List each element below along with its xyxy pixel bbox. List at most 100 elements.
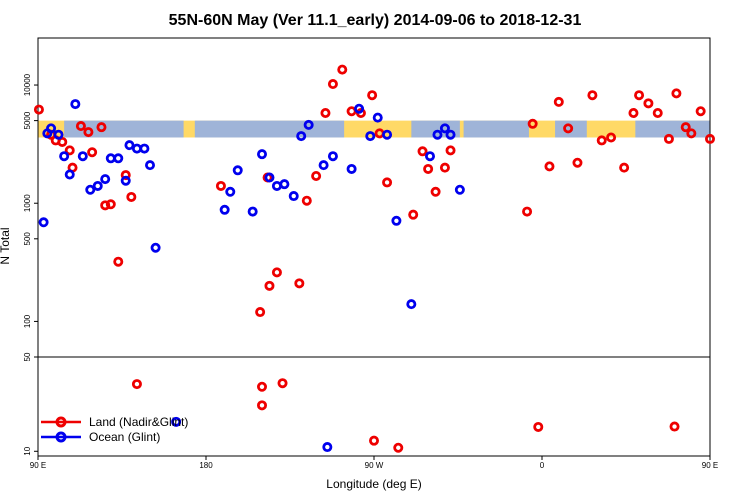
land-point: [669, 421, 680, 432]
land-point: [113, 256, 124, 267]
y-tick-label: 10: [23, 446, 32, 455]
x-tick-label: 90 W: [365, 461, 384, 470]
land-point: [256, 381, 267, 392]
land-point: [522, 206, 533, 217]
x-axis-label: Longitude (deg E): [326, 477, 421, 491]
land-point: [75, 121, 86, 132]
ocean-point: [100, 174, 111, 185]
plot-border: [37, 37, 711, 457]
y-tick-label: 5000: [23, 111, 32, 129]
ocean-point: [432, 129, 443, 140]
ocean-point: [303, 119, 314, 130]
ocean-point: [53, 129, 64, 140]
land-point: [686, 128, 697, 139]
ocean-point: [439, 123, 450, 134]
ocean-point: [424, 151, 435, 162]
y-tick-label: 100: [23, 314, 32, 328]
land-point: [587, 90, 598, 101]
land-point: [311, 170, 322, 181]
land-point: [337, 64, 348, 75]
land-point: [430, 186, 441, 197]
y-tick-label: 1000: [23, 194, 32, 212]
land-point: [368, 435, 379, 446]
ocean-point: [150, 242, 161, 253]
ocean-point: [406, 299, 417, 310]
land-point: [680, 122, 691, 133]
band-ocean-segment: [194, 120, 345, 138]
ocean-point: [365, 131, 376, 142]
land-point: [120, 170, 131, 181]
ocean-point: [139, 143, 150, 154]
land-point: [255, 307, 266, 318]
legend-marker-ocean: [55, 431, 67, 443]
land-point: [131, 379, 142, 390]
ocean-point: [445, 129, 456, 140]
x-tick-label: 0: [540, 461, 545, 470]
legend: Land (Nadir&Glint) Ocean (Glint): [41, 415, 188, 444]
band-ocean-segment: [463, 120, 529, 138]
ocean-point: [85, 184, 96, 195]
land-point: [527, 118, 538, 129]
ocean-point: [327, 151, 338, 162]
land-point: [544, 161, 555, 172]
ocean-point: [232, 165, 243, 176]
land-point: [126, 191, 137, 202]
ocean-point: [264, 172, 275, 183]
legend-marker-land: [55, 416, 67, 428]
land-point: [100, 200, 111, 211]
land-point: [105, 199, 116, 210]
ocean-point: [322, 442, 333, 453]
land-point: [663, 133, 674, 144]
land-point: [256, 400, 267, 411]
land-point: [83, 127, 94, 138]
ocean-point: [247, 206, 258, 217]
ocean-point: [64, 169, 75, 180]
land-point: [87, 147, 98, 158]
land-point: [596, 135, 607, 146]
ocean-point: [70, 99, 81, 110]
ocean-point: [354, 103, 365, 114]
ocean-point: [92, 180, 103, 191]
land-point: [367, 90, 378, 101]
land-point: [327, 79, 338, 90]
land-point: [628, 107, 639, 118]
land-point: [271, 267, 282, 278]
x-tick-label: 90 E: [30, 461, 46, 470]
land-point: [320, 107, 331, 118]
land-point: [619, 162, 630, 173]
ocean-point: [318, 160, 329, 171]
land-point: [301, 195, 312, 206]
band-ocean-segment: [64, 120, 184, 138]
x-axis: 90 E 180 90 W 0 90 E: [30, 456, 718, 470]
land-point: [634, 90, 645, 101]
legend-label-land: Land (Nadir&Glint): [89, 415, 188, 429]
land-point: [563, 123, 574, 134]
ocean-point: [296, 131, 307, 142]
land-point: [643, 98, 654, 109]
x-tick-label: 180: [199, 461, 213, 470]
land-point: [553, 96, 564, 107]
land-point: [393, 442, 404, 453]
ocean-point: [454, 184, 465, 195]
band-ocean-segment: [411, 120, 460, 138]
land-point: [408, 209, 419, 220]
land-sea-band: [38, 120, 710, 138]
ocean-point: [38, 217, 49, 228]
ocean-point: [124, 140, 135, 151]
land-point: [277, 378, 288, 389]
land-point: [264, 280, 275, 291]
land-point: [705, 133, 716, 144]
legend-entry-ocean: Ocean (Glint): [41, 430, 160, 444]
land-point: [606, 132, 617, 143]
y-tick-label: 10000: [23, 73, 32, 96]
ocean-point: [120, 175, 131, 186]
legend-entry-land: Land (Nadir&Glint): [41, 415, 188, 429]
land-point: [382, 177, 393, 188]
ocean-point: [113, 153, 124, 164]
y-axis: 100 500 1000 5000 10000 10 50: [23, 73, 38, 456]
ocean-point: [144, 160, 155, 171]
y-tick-label: 50: [23, 352, 32, 361]
legend-label-ocean: Ocean (Glint): [89, 430, 160, 444]
land-point: [695, 106, 706, 117]
